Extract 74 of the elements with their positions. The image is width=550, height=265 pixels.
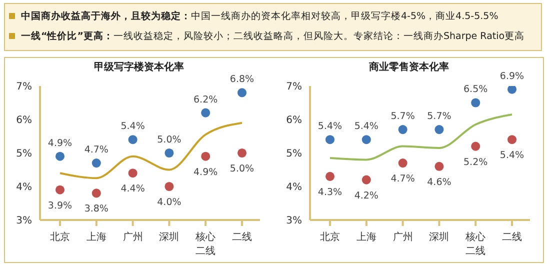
data-label: 5.7% bbox=[427, 111, 452, 122]
x-tick-label: 广州 bbox=[392, 231, 413, 243]
point bbox=[325, 135, 335, 144]
data-label: 5.4% bbox=[354, 121, 378, 132]
x-tick-label: 核心二线 bbox=[464, 231, 486, 257]
data-label: 5.4% bbox=[318, 121, 342, 132]
x-tick-label: 核心二线 bbox=[194, 231, 216, 257]
x-tick-label: 上海 bbox=[356, 231, 376, 243]
data-label: 6.5% bbox=[464, 84, 488, 96]
point bbox=[237, 88, 247, 98]
point bbox=[92, 188, 101, 198]
point bbox=[201, 152, 210, 161]
y-tick-label: 7% bbox=[286, 82, 302, 93]
text: 中国商办收益高于海外，且较为稳定：中国一线商办的资本化率相对较高，甲级写字楼4-5%，商业4.5-5.5% bbox=[20, 10, 500, 24]
point bbox=[507, 135, 517, 144]
data-label: 4.9% bbox=[48, 138, 72, 149]
y-tick-label: 3% bbox=[286, 216, 302, 227]
point bbox=[362, 135, 371, 144]
chart-title: 商业零售资本化率 bbox=[368, 60, 450, 73]
point bbox=[471, 142, 480, 151]
data-label: 5.7% bbox=[390, 111, 415, 122]
data-label: 5.4% bbox=[500, 150, 524, 162]
text: 一线“性价比”更高：一线收益稳定，风险较小；二线收益略高，但风险大。专家结论：一线商办Sharpe Ratio更高 bbox=[20, 30, 526, 44]
y-tick-label: 5% bbox=[16, 148, 32, 160]
x-tick-label: 二线 bbox=[502, 231, 522, 243]
data-label: 5.0% bbox=[157, 134, 182, 146]
point bbox=[55, 185, 65, 194]
data-label: 4.0% bbox=[157, 197, 182, 208]
point bbox=[237, 148, 247, 158]
data-label: 4.7% bbox=[390, 174, 415, 185]
data-label: 3.9% bbox=[48, 200, 72, 212]
y-tick-label: 5% bbox=[286, 148, 302, 160]
point bbox=[471, 98, 480, 108]
data-label: 6.9% bbox=[500, 70, 524, 82]
data-label: 5.2% bbox=[464, 156, 488, 168]
point bbox=[434, 162, 444, 171]
point bbox=[398, 125, 408, 134]
point bbox=[164, 182, 174, 192]
y-tick-label: 6% bbox=[286, 115, 302, 126]
point bbox=[128, 135, 138, 144]
x-tick-label: 深圳 bbox=[429, 231, 450, 243]
data-label: 5.0% bbox=[230, 164, 254, 175]
point bbox=[92, 158, 101, 168]
data-label: 4.7% bbox=[84, 144, 108, 156]
x-tick-label: 北京 bbox=[320, 231, 340, 243]
data-label: 5.4% bbox=[120, 121, 145, 132]
x-tick-label: 上海 bbox=[86, 231, 106, 243]
data-label: 4.3% bbox=[318, 186, 342, 198]
y-tick-label: 6% bbox=[16, 115, 32, 126]
y-tick-label: 7% bbox=[16, 82, 32, 93]
x-tick-label: 北京 bbox=[50, 231, 70, 243]
point bbox=[128, 168, 138, 178]
point bbox=[55, 152, 65, 161]
x-tick-label: 广州 bbox=[122, 231, 143, 243]
x-tick-label: 深圳 bbox=[159, 231, 180, 243]
data-label: 4.9% bbox=[194, 166, 218, 178]
point bbox=[398, 158, 408, 168]
y-tick-label: 4% bbox=[16, 182, 32, 194]
y-tick-label: 3% bbox=[16, 216, 32, 227]
chart-title: 甲级写字楼资本化率 bbox=[93, 60, 185, 73]
point bbox=[325, 172, 335, 181]
data-label: 6.8% bbox=[230, 74, 254, 86]
data-label: 6.2% bbox=[194, 94, 218, 106]
data-label: 3.8% bbox=[84, 204, 108, 215]
point bbox=[201, 108, 210, 118]
y-tick-label: 4% bbox=[286, 182, 302, 194]
x-tick-label: 二线 bbox=[232, 231, 252, 243]
data-label: 4.2% bbox=[354, 190, 378, 202]
point bbox=[434, 125, 444, 134]
point bbox=[507, 86, 517, 94]
point bbox=[164, 148, 174, 158]
point bbox=[362, 175, 371, 184]
data-label: 4.4% bbox=[120, 184, 145, 195]
data-label: 4.6% bbox=[427, 176, 452, 188]
